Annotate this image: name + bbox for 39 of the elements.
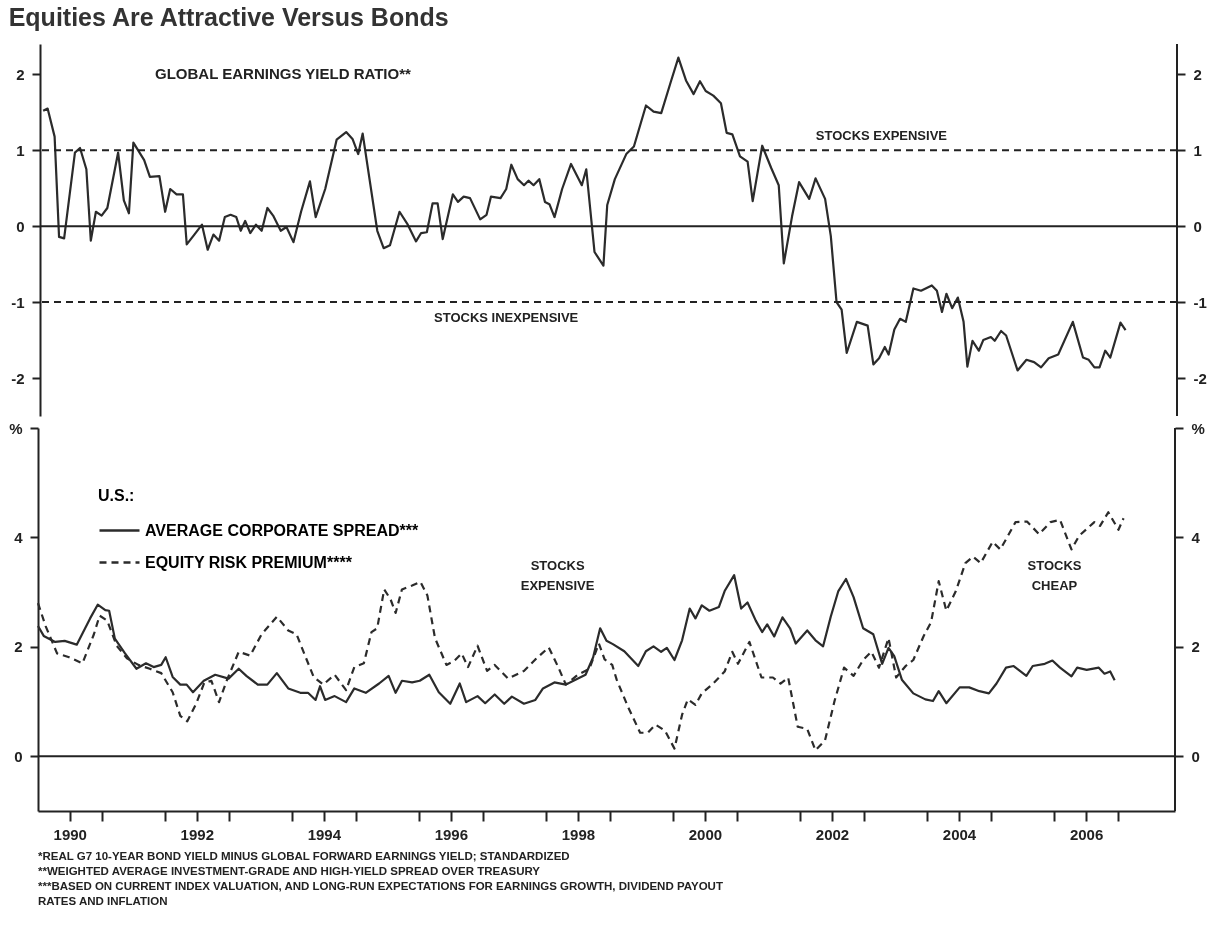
x-tick-label: 1994 [307, 825, 342, 843]
x-tick-label: 1992 [180, 825, 214, 843]
y2-tick-label: % [1191, 419, 1205, 437]
y2-tick-label: 2 [1191, 638, 1200, 656]
y2-tick-label: 4 [1191, 528, 1201, 546]
legend-label: EQUITY RISK PREMIUM**** [145, 553, 353, 571]
ref-line-label: STOCKS INEXPENSIVE [434, 310, 579, 326]
y-tick-label: 0 [14, 747, 23, 765]
x-tick-label: 1998 [561, 825, 596, 843]
y2-tick-label: -2 [1193, 369, 1207, 387]
annotation: STOCKS CHEAP [1027, 557, 1082, 593]
y-tick-label: -1 [11, 293, 25, 311]
x-tick-label: 2002 [815, 825, 850, 843]
y-tick-label: 2 [14, 638, 23, 656]
y-tick-label: 0 [16, 217, 25, 235]
y2-tick-label: 2 [1193, 65, 1202, 83]
y2-tick-label: 1 [1193, 141, 1202, 159]
text: GLOBAL EARNINGS YIELD RATIO** [155, 65, 412, 82]
text: *REAL G7 10-YEAR BOND YIELD MINUS GLOBAL FORWARD EARNINGS YIELD; STANDARDIZED [38, 850, 570, 862]
y-tick-label: % [9, 419, 23, 437]
text: **WEIGHTED AVERAGE INVESTMENT-GRADE AND HIGH-YIELD SPREAD OVER TREASURY [38, 865, 541, 877]
legend-label: AVERAGE CORPORATE SPREAD*** [145, 521, 419, 539]
chart-title: Equities Are Attractive Versus Bonds [8, 3, 449, 31]
x-tick-label: 1996 [434, 825, 469, 843]
y2-tick-label: 0 [1191, 747, 1200, 765]
y-tick-label: -2 [11, 369, 25, 387]
y-tick-label: 2 [16, 65, 25, 83]
y2-tick-label: -1 [1193, 293, 1207, 311]
y-tick-label: 1 [16, 141, 25, 159]
legend-title: U.S.: [98, 487, 135, 504]
text: ***BASED ON CURRENT INDEX VALUATION, AND LONG-RUN EXPECTATIONS FOR EARNINGS GROWTH, DIVIDEND PAYOUT RATES AND INFLATION [38, 880, 723, 907]
y-tick-label: 4 [14, 528, 24, 546]
x-tick-label: 1990 [53, 825, 87, 843]
ref-line-label: STOCKS EXPENSIVE [815, 128, 948, 144]
annotation: STOCKS EXPENSIVE [520, 557, 595, 593]
x-tick-label: 2004 [942, 825, 977, 843]
y2-tick-label: 0 [1193, 217, 1202, 235]
x-tick-label: 2006 [1069, 825, 1104, 843]
x-tick-label: 2000 [688, 825, 723, 843]
